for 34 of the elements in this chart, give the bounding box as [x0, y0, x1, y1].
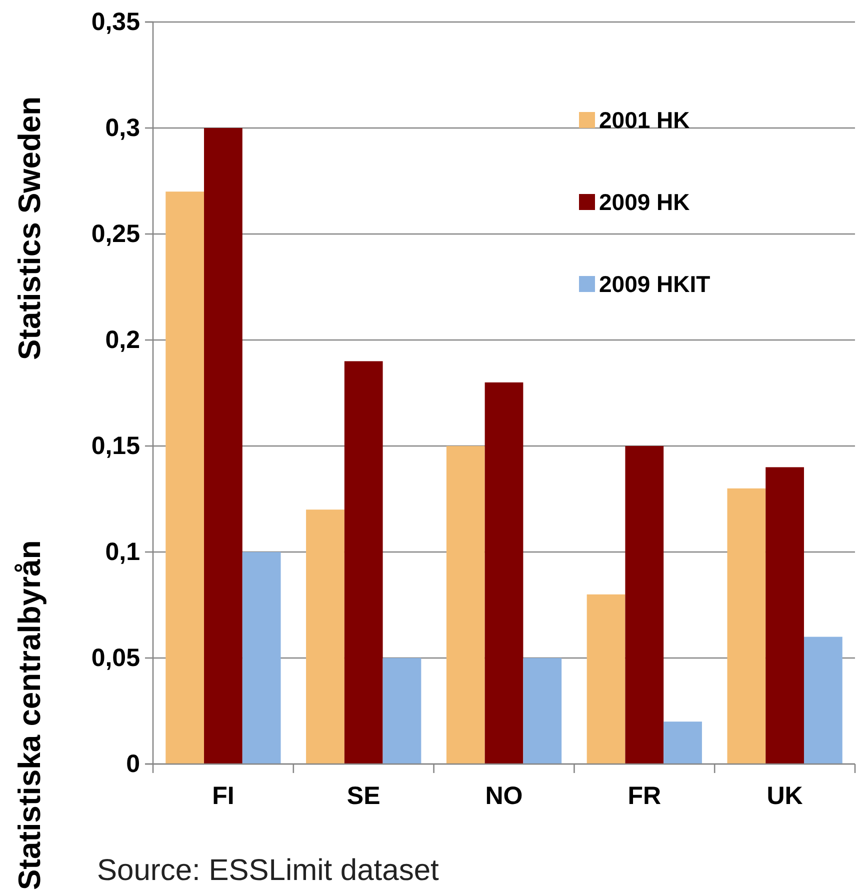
x-tick-label: NO	[485, 782, 523, 810]
source-note: Source: ESSLimit dataset	[97, 854, 440, 887]
text: Statistics Sweden	[12, 96, 47, 360]
bar	[242, 552, 281, 764]
y-tick-label: 0	[126, 750, 140, 778]
legend-label: 2009 HK	[599, 189, 690, 216]
bar	[344, 361, 383, 764]
text: Statistiska centralbyrån	[12, 540, 47, 890]
y-tick-label: 0,05	[91, 644, 140, 672]
y-tick-label: 0,1	[105, 538, 140, 566]
bar	[306, 510, 344, 764]
bar	[625, 446, 664, 764]
legend-label: 2001 HK	[599, 107, 690, 134]
bar	[484, 382, 524, 764]
bar	[446, 446, 485, 764]
x-tick-label: FR	[628, 782, 662, 810]
bar	[166, 192, 204, 764]
legend-label: 2009 HKIT	[599, 271, 710, 298]
bar	[727, 488, 766, 764]
bar	[204, 128, 242, 764]
y-tick-label: 0,3	[105, 114, 140, 142]
y-tick-label: 0,2	[105, 326, 140, 354]
x-tick-label: UK	[766, 782, 803, 810]
x-tick-label: FI	[212, 782, 234, 810]
bar	[804, 636, 842, 764]
bar	[523, 658, 562, 764]
y-tick-label: 0,35	[91, 8, 140, 36]
bar	[664, 722, 702, 764]
bar	[766, 467, 804, 764]
x-tick-label: SE	[346, 782, 380, 810]
y-tick-label: 0,15	[91, 432, 140, 460]
y-tick-label: 0,25	[91, 220, 140, 248]
bar	[586, 594, 626, 764]
bar	[382, 658, 422, 764]
